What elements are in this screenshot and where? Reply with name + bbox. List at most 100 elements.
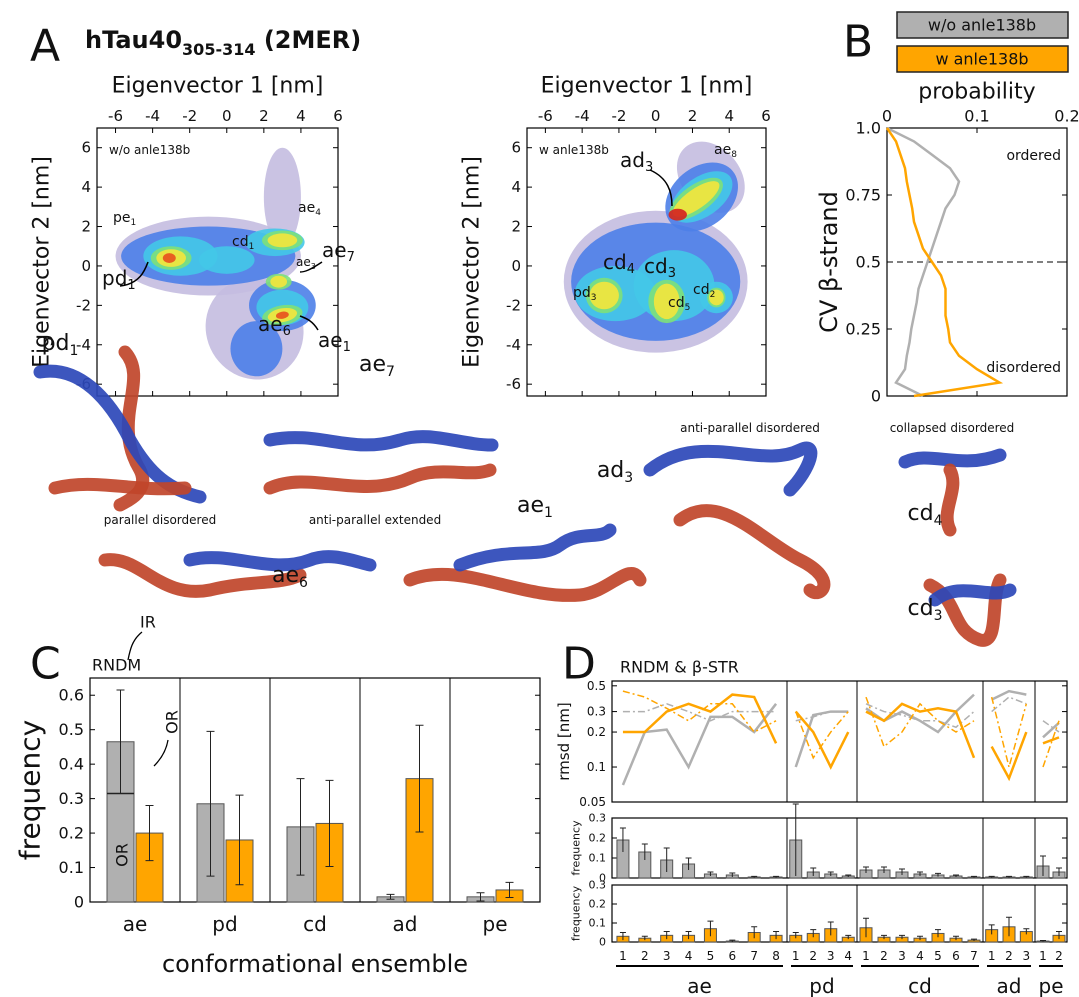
structure-ribbon bbox=[923, 573, 1007, 647]
label-text: cd bbox=[603, 250, 627, 274]
annotation: ordered bbox=[1006, 148, 1061, 164]
series-line bbox=[794, 710, 849, 768]
error-bar bbox=[1040, 855, 1046, 876]
x-axis-label: probability bbox=[918, 80, 1035, 105]
series-line bbox=[865, 702, 976, 759]
structure-ribbon bbox=[48, 477, 192, 496]
series-line bbox=[865, 703, 975, 729]
annotation: pe1 bbox=[113, 210, 136, 228]
y-tick-label: 0.5 bbox=[856, 253, 881, 272]
error-bar bbox=[935, 872, 941, 877]
panel-letter: A bbox=[30, 21, 60, 72]
panel-letter: C bbox=[30, 639, 61, 690]
structure-ribbon bbox=[33, 364, 207, 504]
x-tick-label: -6 bbox=[108, 107, 123, 125]
density-region bbox=[668, 208, 687, 221]
x-tick-label: 4 bbox=[296, 107, 306, 125]
error-bar bbox=[707, 920, 714, 937]
error-bar bbox=[810, 867, 817, 876]
y-tick-label: 0.6 bbox=[59, 686, 84, 705]
error-bar bbox=[619, 932, 626, 941]
plot-frame bbox=[526, 127, 767, 397]
density-region bbox=[653, 283, 680, 320]
label-sub: 1 bbox=[343, 340, 351, 355]
structure-label: ad3 bbox=[597, 458, 633, 487]
error-bar bbox=[935, 929, 941, 938]
structure-label: ae7 bbox=[359, 352, 395, 381]
y-tick-label: 6 bbox=[511, 139, 521, 157]
title-rest: (2MER) bbox=[255, 26, 361, 54]
panel-letter: B bbox=[843, 17, 873, 68]
structure-label: ae6 bbox=[272, 563, 308, 592]
series-line bbox=[794, 710, 850, 770]
x-tick-label: 4 bbox=[844, 949, 852, 963]
label-text: pd bbox=[573, 285, 591, 301]
error-bar bbox=[685, 931, 692, 940]
label-text: pe bbox=[113, 210, 131, 226]
x-tick-label: 6 bbox=[728, 949, 736, 963]
arrow bbox=[299, 315, 319, 331]
label-text: ae bbox=[322, 238, 347, 262]
y-tick-label: 0.3 bbox=[59, 789, 84, 808]
y-axis-label: frequency bbox=[14, 720, 47, 860]
y-tick-label: 2 bbox=[81, 218, 91, 236]
annotation: ae7 bbox=[322, 238, 355, 265]
error-bar bbox=[827, 921, 834, 936]
error-bar bbox=[917, 935, 923, 941]
y-axis-label: frequency bbox=[570, 820, 583, 876]
y-tick-label: 1.0 bbox=[856, 119, 881, 138]
x-tick-label: 7 bbox=[970, 949, 978, 963]
x-tick-label: 5 bbox=[707, 949, 715, 963]
y-tick-label: -4 bbox=[76, 336, 91, 354]
plot-frame bbox=[611, 680, 1068, 803]
label-sub: 3 bbox=[624, 470, 633, 486]
x-tick-label: 5 bbox=[934, 949, 942, 963]
error-bar bbox=[325, 779, 334, 868]
plot-frame bbox=[89, 677, 541, 903]
structure-caption: anti-parallel disordered bbox=[680, 421, 820, 435]
annotation: cd5 bbox=[668, 295, 690, 313]
legend-label: w/o anle138b bbox=[928, 16, 1036, 35]
error-bar bbox=[881, 934, 887, 940]
error-bar bbox=[685, 857, 692, 870]
label-sub: 1 bbox=[70, 343, 79, 359]
label-text: cd bbox=[668, 295, 685, 311]
label-sub: 7 bbox=[347, 250, 355, 265]
x-tick-label: -6 bbox=[538, 107, 553, 125]
chart-title: RNDM bbox=[92, 656, 141, 675]
error-bar bbox=[751, 926, 758, 939]
density-region bbox=[589, 281, 619, 310]
series-line bbox=[990, 696, 1028, 770]
error-bar bbox=[971, 875, 977, 878]
annotation: ad3 bbox=[620, 148, 653, 175]
structure-ribbon bbox=[898, 448, 1007, 469]
x-tick-label: 0 bbox=[651, 107, 661, 125]
error-bar bbox=[296, 778, 305, 876]
error-bar bbox=[845, 874, 852, 877]
y-axis-label: Eigenvector 2 [nm] bbox=[460, 156, 485, 368]
label-sub: 4 bbox=[934, 513, 943, 529]
x-tick-label: 2 bbox=[1005, 949, 1013, 963]
series-line bbox=[865, 696, 975, 748]
y-tick-label: 0.1 bbox=[589, 852, 607, 865]
label-text: pd bbox=[42, 331, 70, 356]
annotation: ae8 bbox=[714, 142, 737, 160]
density-region bbox=[198, 246, 255, 274]
annotation: cd4 bbox=[603, 250, 635, 277]
error-bar bbox=[863, 866, 869, 873]
y-tick-label: 0 bbox=[511, 257, 521, 275]
label-text: cd bbox=[644, 254, 668, 278]
label-text: cd bbox=[908, 596, 934, 621]
x-tick-label: 3 bbox=[663, 949, 671, 963]
structure-caption: collapsed disordered bbox=[890, 421, 1015, 435]
label-text: ae bbox=[714, 142, 731, 158]
panel-letter: D bbox=[562, 639, 596, 690]
error-bar bbox=[663, 847, 670, 872]
arrow bbox=[299, 261, 323, 273]
y-tick-label: 0.05 bbox=[579, 795, 606, 809]
y-tick-label: 0.2 bbox=[589, 832, 607, 845]
x-tick-label: pd bbox=[212, 912, 237, 936]
label-text: ae bbox=[517, 493, 544, 518]
series-line bbox=[622, 703, 777, 722]
